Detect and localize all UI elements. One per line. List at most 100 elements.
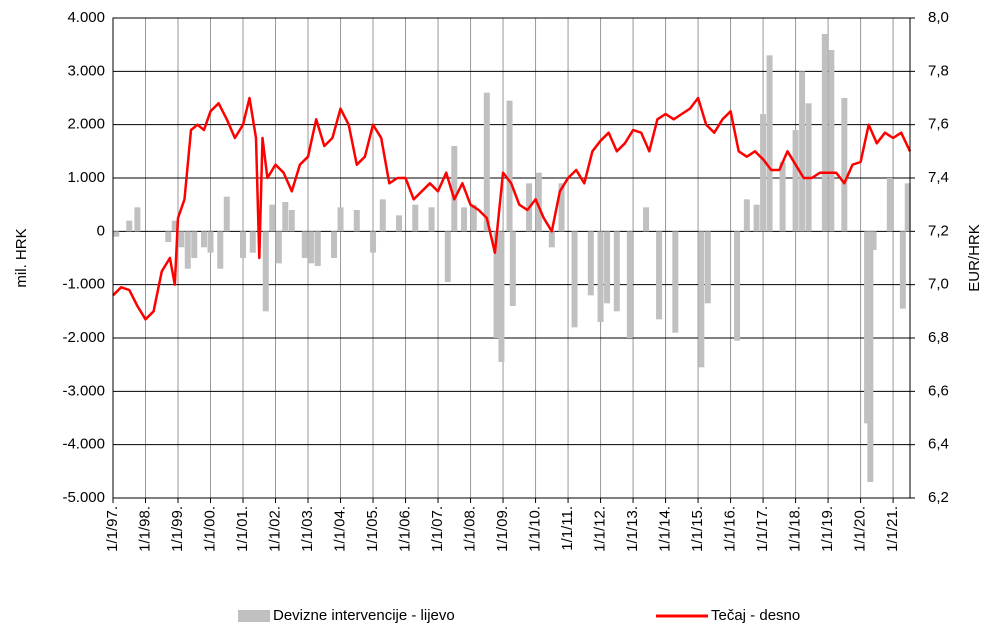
y2-tick-label: 6,6 xyxy=(928,382,949,399)
bar xyxy=(734,231,741,341)
bar xyxy=(867,231,874,482)
x-tick-label: 1/1/08. xyxy=(462,506,479,552)
bar xyxy=(753,204,760,232)
x-tick-label: 1/1/11. xyxy=(559,506,576,551)
bar xyxy=(604,231,611,304)
legend-label: Tečaj - desno xyxy=(711,607,800,624)
y-tick-label: -2.000 xyxy=(62,329,105,346)
bar xyxy=(613,231,620,312)
bar xyxy=(275,231,282,264)
bar xyxy=(643,207,650,232)
bar xyxy=(113,231,120,237)
y2-tick-label: 6,8 xyxy=(928,329,949,346)
bar xyxy=(799,71,806,232)
bar xyxy=(698,231,705,368)
bar xyxy=(314,231,321,266)
bar xyxy=(461,207,468,232)
bar xyxy=(792,130,799,232)
y2-tick-label: 7,4 xyxy=(928,169,949,186)
y-tick-label: 3.000 xyxy=(67,62,105,79)
y2-tick-label: 6,2 xyxy=(928,489,949,506)
x-tick-label: 1/1/02. xyxy=(266,506,283,552)
x-tick-label: 1/1/20. xyxy=(852,506,869,552)
bar xyxy=(899,231,906,309)
y-tick-label: -5.000 xyxy=(62,489,105,506)
bar xyxy=(240,231,247,258)
bar xyxy=(470,204,477,232)
x-tick-label: 1/1/04. xyxy=(331,506,348,552)
bar xyxy=(428,207,435,232)
x-tick-label: 1/1/19. xyxy=(819,506,836,552)
x-tick-label: 1/1/17. xyxy=(754,506,771,552)
bar xyxy=(207,231,214,253)
bar xyxy=(134,207,141,232)
bar xyxy=(178,231,185,248)
bar xyxy=(184,231,191,269)
bar xyxy=(262,231,269,312)
bar xyxy=(331,231,338,258)
bar xyxy=(558,183,565,232)
bar xyxy=(828,50,835,232)
y-tick-label: -3.000 xyxy=(62,382,105,399)
bar xyxy=(766,55,773,232)
x-tick-label: 1/1/18. xyxy=(787,506,804,552)
y2-tick-label: 7,2 xyxy=(928,222,949,239)
bar xyxy=(704,231,711,304)
bar xyxy=(223,196,230,232)
y2-tick-label: 8,0 xyxy=(928,9,949,26)
bar xyxy=(870,231,877,250)
bar xyxy=(282,202,289,232)
bar xyxy=(379,199,386,232)
y-tick-label: 4.000 xyxy=(67,9,105,26)
bar xyxy=(201,231,208,248)
bar xyxy=(337,207,344,232)
legend-label: Devizne intervencije - lijevo xyxy=(273,607,455,624)
bar xyxy=(535,172,542,232)
x-tick-label: 1/1/10. xyxy=(527,506,544,552)
bar xyxy=(886,178,893,232)
bar xyxy=(191,231,198,258)
x-tick-label: 1/1/05. xyxy=(364,506,381,552)
y-axis-label: mil. HRK xyxy=(13,228,30,287)
bar xyxy=(506,100,513,232)
bar xyxy=(597,231,604,322)
x-tick-label: 1/1/16. xyxy=(722,506,739,552)
bar xyxy=(904,183,911,232)
bar xyxy=(396,215,403,232)
bar xyxy=(626,231,633,338)
y2-axis-label: EUR/HRK xyxy=(966,224,983,292)
x-tick-label: 1/1/14. xyxy=(657,506,674,552)
bar xyxy=(760,114,767,232)
bar xyxy=(805,103,812,232)
y-tick-label: 0 xyxy=(97,222,105,239)
line xyxy=(112,96,912,321)
bar xyxy=(498,231,505,362)
bar xyxy=(483,92,490,232)
y-tick-label: -4.000 xyxy=(62,436,105,453)
x-tick-label: 1/1/98. xyxy=(136,506,153,552)
bar xyxy=(548,231,555,248)
x-tick-label: 1/1/07. xyxy=(429,506,446,552)
x-tick-label: 1/1/97. xyxy=(104,506,121,552)
bar xyxy=(370,231,377,253)
bar xyxy=(412,204,419,232)
bar xyxy=(249,231,256,253)
bar xyxy=(493,231,500,338)
bar xyxy=(587,231,594,296)
bar xyxy=(301,231,308,258)
bar xyxy=(743,199,750,232)
y2-tick-label: 7,6 xyxy=(928,116,949,133)
y2-tick-label: 7,0 xyxy=(928,276,949,293)
bar xyxy=(509,231,516,306)
bar xyxy=(571,231,578,328)
bar xyxy=(308,231,315,264)
x-tick-label: 1/1/12. xyxy=(592,506,609,552)
x-tick-label: 1/1/06. xyxy=(397,506,414,552)
x-tick-label: 1/1/09. xyxy=(494,506,511,552)
x-tick-label: 1/1/21. xyxy=(884,506,901,552)
x-tick-label: 1/1/13. xyxy=(624,506,641,552)
y2-tick-label: 7,8 xyxy=(928,62,949,79)
x-tick-label: 1/1/99. xyxy=(169,506,186,552)
bar xyxy=(126,220,133,232)
y-tick-label: -1.000 xyxy=(62,276,105,293)
